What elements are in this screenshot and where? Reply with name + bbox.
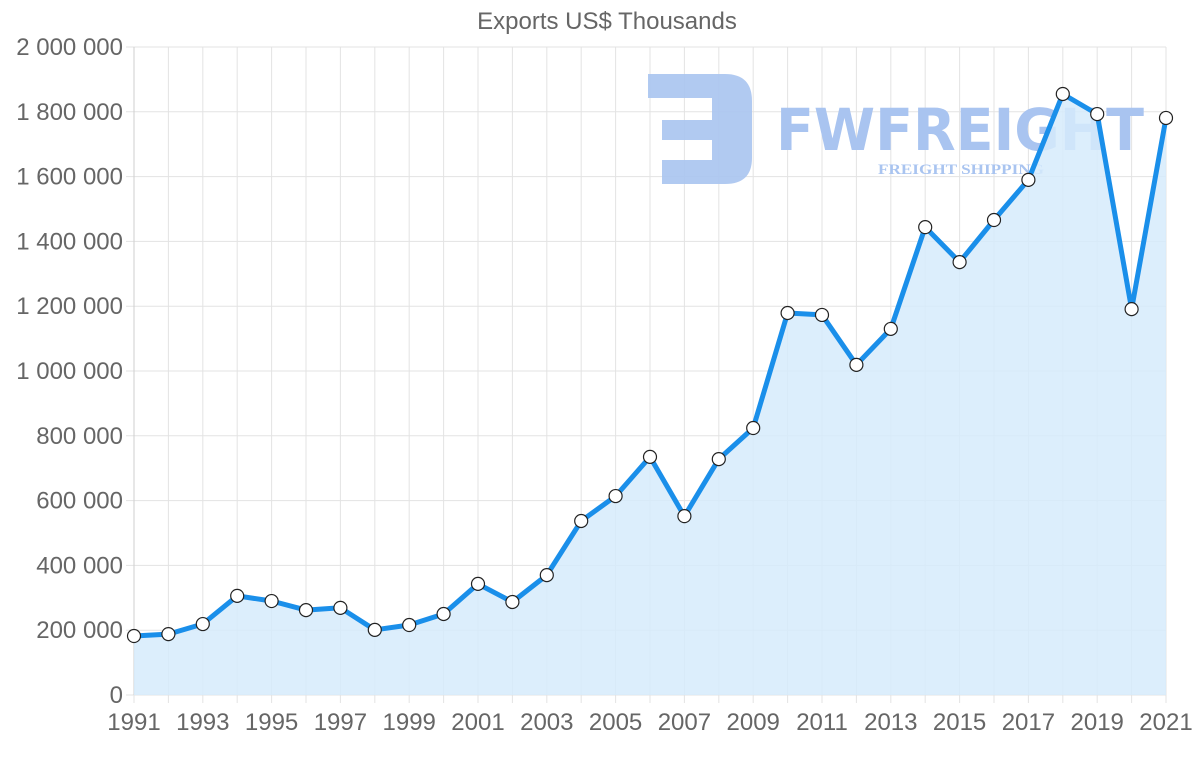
x-tick-label: 2011: [796, 709, 848, 736]
x-tick-label: 2003: [520, 709, 573, 736]
data-point-2020[interactable]: [1124, 302, 1139, 317]
data-point-2001[interactable]: [470, 576, 486, 591]
y-tick-label: 1 400 000: [16, 228, 123, 255]
y-tick-label: 1 200 000: [16, 293, 123, 320]
data-point-2009[interactable]: [746, 420, 761, 436]
data-point-2008[interactable]: [711, 452, 726, 467]
data-point-1993[interactable]: [195, 616, 210, 632]
data-point-1996[interactable]: [298, 603, 314, 618]
x-tick-label: 2015: [933, 709, 986, 736]
y-tick-label: 1 800 000: [16, 99, 123, 126]
x-tick-label: 1991: [107, 709, 160, 736]
watermark-tagline: FREIGHT SHIPPING: [878, 162, 1044, 178]
x-tick-label: 2009: [727, 709, 780, 736]
x-tick-label: 1997: [314, 709, 367, 736]
data-point-2019[interactable]: [1090, 106, 1105, 122]
data-point-2018[interactable]: [1055, 86, 1070, 102]
data-point-2002[interactable]: [505, 594, 520, 610]
data-point-2007[interactable]: [677, 509, 692, 524]
x-tick-label: 2007: [658, 709, 711, 736]
x-tick-label: 2005: [589, 709, 642, 736]
x-tick-label: 1993: [176, 709, 229, 736]
data-point-2004[interactable]: [574, 513, 589, 529]
x-tick-label: 1999: [383, 709, 436, 736]
data-point-2016[interactable]: [986, 212, 1002, 228]
data-point-1994[interactable]: [230, 588, 245, 603]
data-point-2015[interactable]: [952, 255, 967, 270]
y-tick-label: 2 000 000: [16, 34, 123, 61]
area-fill: [134, 94, 1166, 695]
y-tick-label: 800 000: [36, 423, 123, 450]
data-point-1992[interactable]: [161, 626, 176, 642]
data-point-2017[interactable]: [1021, 172, 1036, 187]
data-point-1995[interactable]: [264, 593, 279, 609]
data-point-2010[interactable]: [780, 305, 795, 321]
data-point-1991[interactable]: [126, 628, 142, 644]
x-axis-ticks: 1991 1993 1995 1997 1999 2001 2003 2005 2007 2009…: [107, 709, 1192, 736]
x-tick-label: 2013: [864, 709, 917, 736]
data-point-2012[interactable]: [849, 357, 864, 372]
data-point-2011[interactable]: [814, 307, 830, 323]
y-tick-label: 600 000: [36, 488, 123, 515]
data-point-2014[interactable]: [918, 220, 933, 235]
chart-title: Exports US$ Thousands: [477, 8, 737, 35]
x-tick-label: 2021: [1139, 709, 1192, 736]
y-tick-label: 1 600 000: [16, 164, 123, 191]
x-tick-label: 2001: [451, 709, 504, 736]
y-tick-label: 1 000 000: [16, 358, 123, 385]
data-point-2013[interactable]: [883, 321, 898, 336]
x-tick-label: 1995: [245, 709, 298, 736]
data-point-2003[interactable]: [539, 568, 554, 583]
data-point-2021[interactable]: [1158, 110, 1174, 126]
data-point-1997[interactable]: [333, 600, 348, 615]
data-point-1999[interactable]: [402, 617, 417, 633]
data-point-2005[interactable]: [608, 488, 623, 504]
x-tick-label: 2017: [1002, 709, 1055, 736]
y-tick-label: 400 000: [36, 552, 123, 579]
data-point-2000[interactable]: [436, 606, 451, 622]
data-points: [126, 86, 1174, 644]
data-point-2006[interactable]: [642, 449, 658, 464]
x-tick-label: 2019: [1071, 709, 1124, 736]
data-point-1998[interactable]: [367, 622, 382, 637]
y-tick-label: 0: [110, 682, 123, 709]
y-tick-label: 200 000: [36, 617, 123, 644]
y-axis-ticks: 0 200 000 400 000 600 000 800 000 1 000 000 1 …: [16, 34, 123, 709]
